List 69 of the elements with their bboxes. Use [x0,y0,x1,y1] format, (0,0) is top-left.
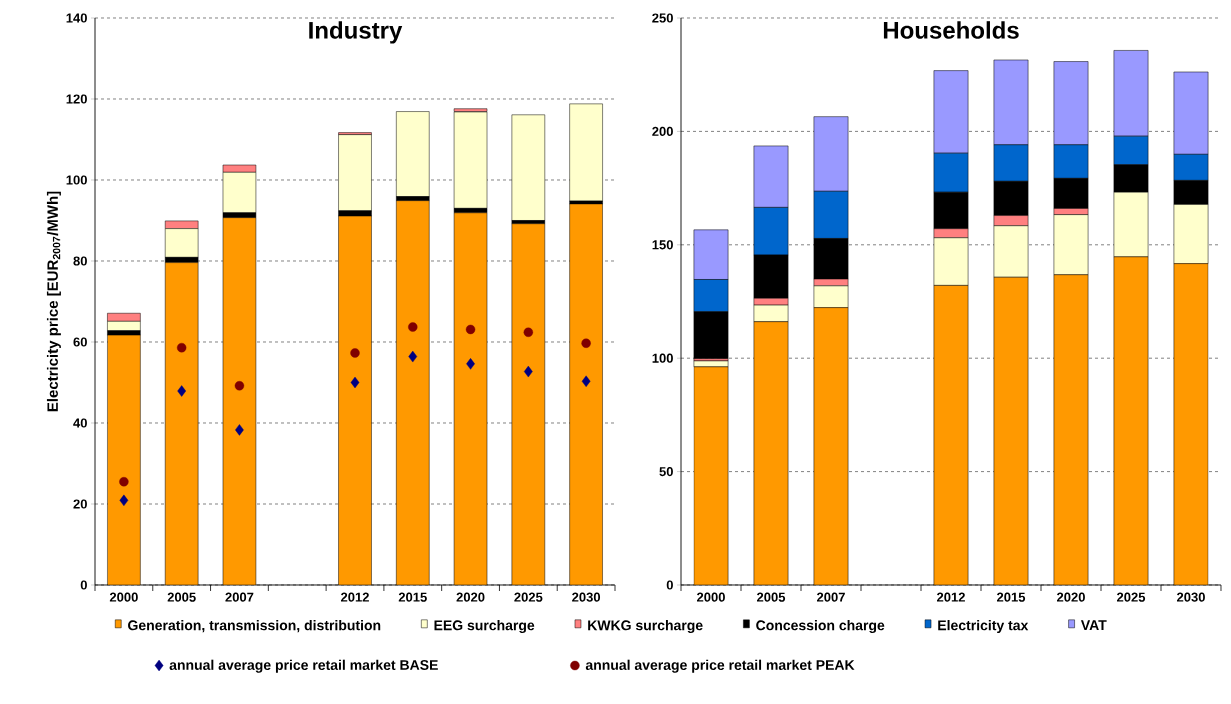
bar [569,103,603,202]
bar [338,215,372,585]
legend-label: Concession charge [756,620,885,634]
legend-label: Generation, transmission, distribution [128,620,381,633]
x-tick-label: 2015 [997,592,1026,602]
point [581,338,591,348]
bar [222,217,257,585]
point [581,375,591,387]
bar [511,223,546,585]
y-tick-label: 100 [66,175,87,185]
legend-label: Electricity tax [938,620,1029,634]
x-tick-label: 2025 [1117,592,1146,602]
y-axis-title: Electricity price [EUR$_{2007}$/MWh] [46,191,61,412]
y-tick-label: 40 [73,418,87,428]
point [119,494,129,507]
point [350,348,360,358]
bar [511,114,546,221]
bar [107,334,141,585]
point [234,381,245,391]
x-tick-label: 2020 [1057,592,1085,602]
bar [396,200,430,585]
x-tick-label: 2015 [398,592,427,602]
x-tick-label: 2030 [572,592,601,602]
chart-title: Households [883,21,1019,39]
y-tick-label: 60 [73,337,87,347]
x-tick-label: 2005 [757,592,786,602]
x-tick-label: 2007 [225,592,254,602]
x-tick-label: 2030 [1177,592,1205,602]
chart-title: Industry [309,21,403,44]
x-tick-label: 2005 [167,592,196,602]
legend-label: annual average price retail market PEAK [585,659,855,673]
x-tick-label: 2012 [937,592,965,602]
y-tick-label: 140 [66,13,87,23]
y-tick-label: 120 [66,94,87,104]
bar [453,111,488,209]
x-tick-label: 2025 [514,592,543,602]
x-tick-label: 2000 [697,592,725,602]
point [523,327,534,337]
bar [396,111,430,197]
bar [164,262,199,585]
y-tick-label: 200 [652,126,673,136]
x-tick-label: 2000 [109,592,138,602]
legend-label: annual average price retail market BASE [169,659,438,673]
x-tick-label: 2007 [817,592,845,602]
legend-label: VAT [1080,620,1107,630]
point [466,358,475,370]
y-tick-label: 150 [652,240,673,250]
y-tick-label: 20 [73,499,87,509]
x-tick-label: 2012 [341,592,369,602]
y-tick-label: 100 [652,353,673,363]
point [465,324,476,335]
bar [338,134,372,212]
point [408,350,418,363]
y-tick-label: 0 [80,580,87,590]
point [408,322,418,332]
y-tick-label: 250 [652,13,673,23]
point [176,342,187,353]
x-tick-label: 2020 [456,592,485,602]
y-tick-label: 80 [73,256,87,266]
y-tick-label: 0 [666,580,673,590]
point [177,385,186,397]
point [235,424,244,436]
legend-label: EEG surcharge [434,620,535,634]
y-tick-label: 50 [659,466,673,477]
bar [453,212,488,585]
bar [569,203,603,585]
legend-label: KWKG surcharge [588,620,703,634]
point [119,477,129,487]
point [350,376,360,389]
